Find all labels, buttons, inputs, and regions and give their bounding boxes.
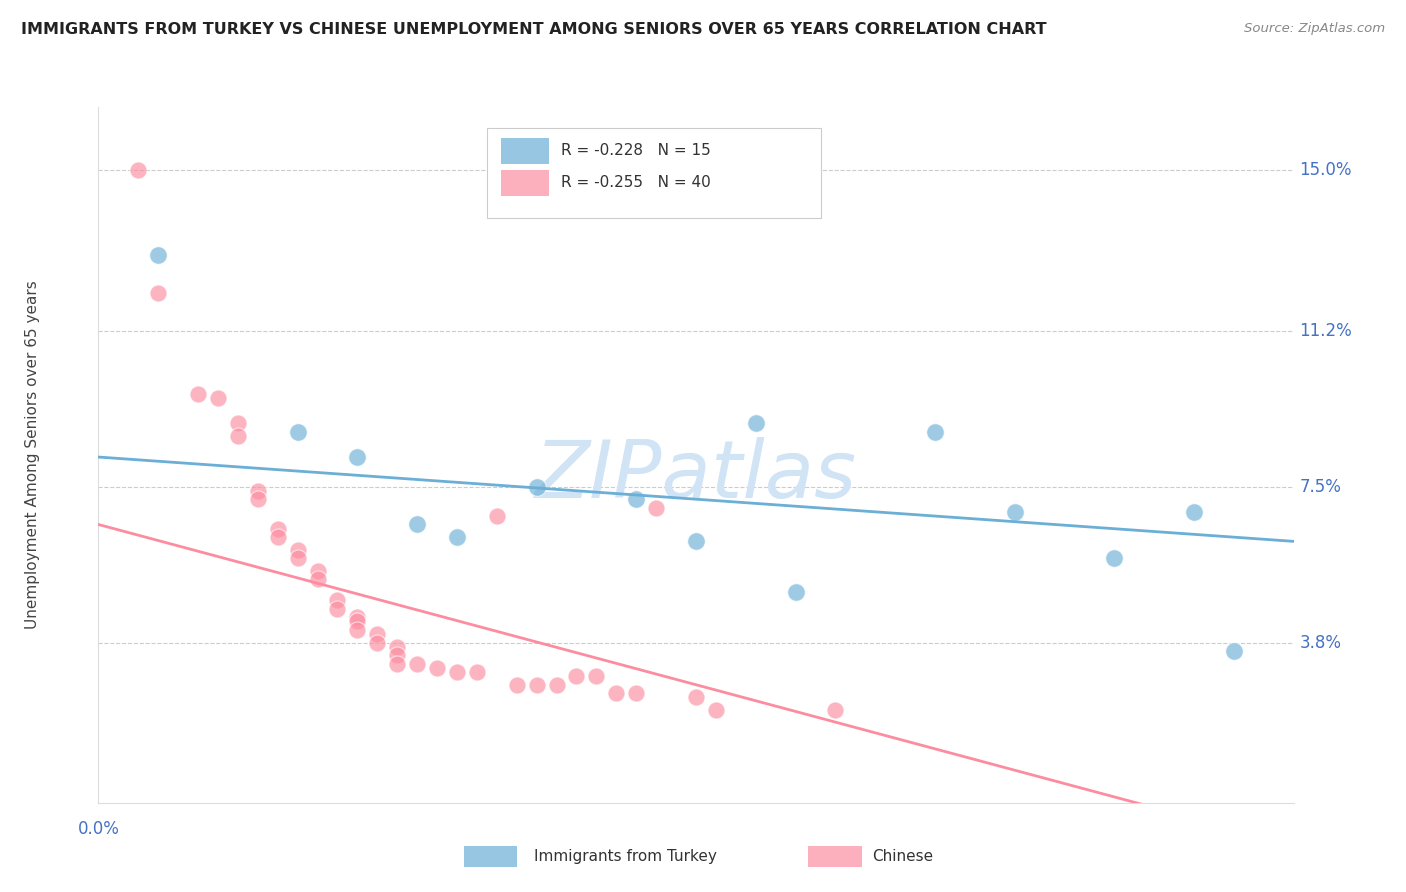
FancyBboxPatch shape — [486, 128, 821, 219]
Point — [1004, 505, 1026, 519]
Point — [685, 690, 707, 705]
Bar — [501, 169, 548, 196]
Text: ZIPatlas: ZIPatlas — [534, 437, 858, 515]
Point — [287, 542, 309, 557]
Point — [426, 661, 449, 675]
Text: IMMIGRANTS FROM TURKEY VS CHINESE UNEMPLOYMENT AMONG SENIORS OVER 65 YEARS CORRE: IMMIGRANTS FROM TURKEY VS CHINESE UNEMPL… — [21, 22, 1046, 37]
Text: Chinese: Chinese — [872, 849, 932, 863]
Text: 15.0%: 15.0% — [1299, 161, 1353, 179]
Point — [624, 686, 647, 700]
Point — [385, 648, 409, 663]
Point — [585, 669, 607, 683]
Point — [366, 635, 388, 649]
Point — [346, 623, 368, 637]
Point — [1223, 644, 1246, 658]
Point — [526, 678, 548, 692]
Text: 11.2%: 11.2% — [1299, 321, 1353, 340]
Point — [745, 417, 768, 431]
Point — [226, 429, 249, 443]
Point — [346, 610, 368, 624]
Point — [307, 572, 329, 586]
Point — [148, 285, 170, 300]
Text: Unemployment Among Seniors over 65 years: Unemployment Among Seniors over 65 years — [25, 281, 41, 629]
Point — [207, 391, 229, 405]
Point — [246, 483, 269, 498]
Text: 0.0%: 0.0% — [77, 821, 120, 838]
Point — [246, 492, 269, 507]
Point — [624, 492, 647, 507]
Point — [506, 678, 529, 692]
Point — [485, 509, 508, 524]
Text: 7.5%: 7.5% — [1299, 477, 1341, 496]
Point — [326, 593, 349, 607]
Point — [785, 585, 807, 599]
Point — [406, 657, 429, 671]
Point — [127, 163, 149, 178]
Point — [366, 627, 388, 641]
Point — [465, 665, 488, 679]
Point — [526, 479, 548, 493]
Point — [326, 602, 349, 616]
Point — [226, 417, 249, 431]
Point — [148, 247, 170, 261]
Text: Source: ZipAtlas.com: Source: ZipAtlas.com — [1244, 22, 1385, 36]
Point — [307, 564, 329, 578]
Point — [287, 425, 309, 439]
Point — [924, 425, 946, 439]
Text: Immigrants from Turkey: Immigrants from Turkey — [534, 849, 717, 863]
Point — [546, 678, 568, 692]
Point — [346, 450, 368, 464]
Point — [267, 522, 290, 536]
Point — [704, 703, 727, 717]
Point — [446, 530, 468, 544]
Point — [346, 615, 368, 629]
Text: 3.8%: 3.8% — [1299, 633, 1341, 651]
Point — [605, 686, 627, 700]
Point — [824, 703, 846, 717]
Point — [406, 517, 429, 532]
Point — [1102, 551, 1125, 566]
Point — [267, 530, 290, 544]
Point — [287, 551, 309, 566]
Point — [645, 500, 668, 515]
Text: R = -0.255   N = 40: R = -0.255 N = 40 — [561, 176, 710, 190]
Bar — [501, 137, 548, 164]
Point — [187, 386, 209, 401]
Point — [385, 640, 409, 654]
Point — [565, 669, 588, 683]
Point — [385, 657, 409, 671]
Point — [1182, 505, 1205, 519]
Point — [685, 534, 707, 549]
Point — [446, 665, 468, 679]
Text: R = -0.228   N = 15: R = -0.228 N = 15 — [561, 144, 710, 159]
